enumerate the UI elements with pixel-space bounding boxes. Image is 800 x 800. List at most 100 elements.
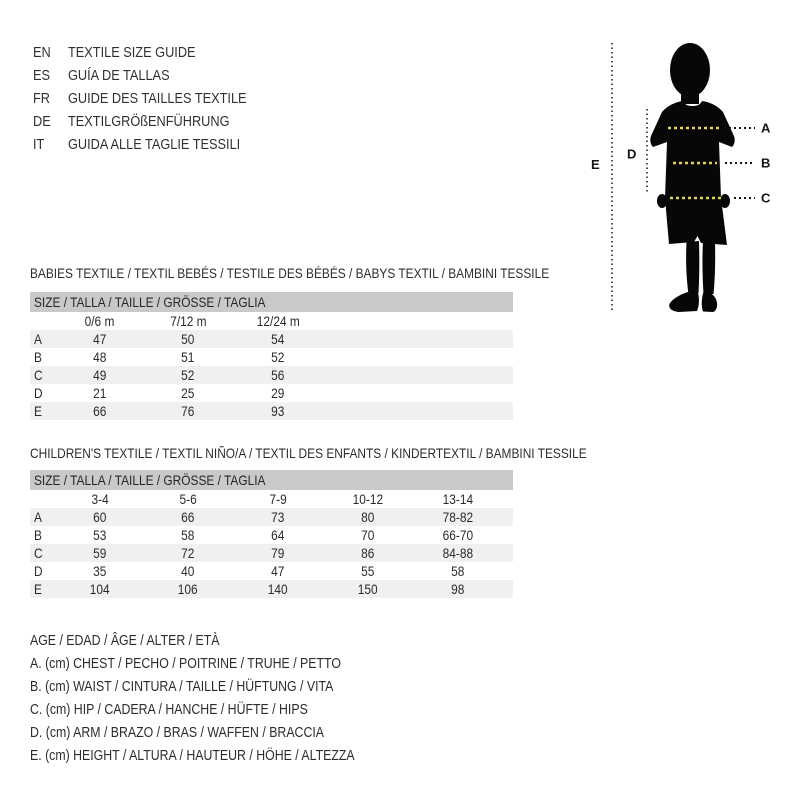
row-label-text: A [34, 509, 42, 525]
row-label-cell: B [30, 349, 56, 365]
table-cell-value: 40 [181, 563, 195, 579]
table-row: B 53 58 64 70 66-70 [30, 526, 513, 544]
table-cell: 52 [144, 367, 232, 383]
table-cell: 72 [144, 545, 232, 561]
table-cell-value: 52 [271, 349, 285, 365]
legend-line-text: D. (cm) ARM / BRAZO / BRAS / WAFFEN / BR… [30, 724, 325, 741]
children-section-heading: CHILDREN'S TEXTILE / TEXTIL NIÑO/A / TEX… [30, 445, 685, 461]
table-cell-value: 70 [361, 527, 375, 543]
language-code-text: DE [33, 113, 51, 130]
row-label-text: B [34, 349, 42, 365]
column-header-cell: 5-6 [144, 491, 232, 507]
legend-line: B. (cm) WAIST / CINTURA / TAILLE / HÜFTU… [30, 675, 412, 698]
column-header-cell: 0/6 m [56, 313, 144, 329]
language-code: EN [33, 44, 68, 61]
legend-line: E. (cm) HEIGHT / ALTURA / HAUTEUR / HÖHE… [30, 744, 412, 767]
table-cell: 106 [144, 581, 232, 597]
silhouette-right-hand [720, 194, 730, 208]
table-cell-value: 78-82 [442, 509, 474, 525]
language-guide-title-text: GUIDA ALLE TAGLIE TESSILI [68, 136, 241, 153]
language-row: FR GUIDE DES TAILLES TEXTILE [33, 87, 278, 110]
table-cell-value: 58 [451, 563, 465, 579]
language-code: DE [33, 113, 68, 130]
column-header-cell: 7/12 m [144, 313, 232, 329]
language-row: IT GUIDA ALLE TAGLIE TESSILI [33, 133, 278, 156]
language-row: ES GUÍA DE TALLAS [33, 64, 278, 87]
row-label-text: B [34, 527, 42, 543]
silhouette-left-hand [657, 194, 667, 208]
table-cell: 104 [56, 581, 144, 597]
table-cell-value: 76 [181, 403, 195, 419]
language-guide-title: GUIDE DES TAILLES TEXTILE [68, 90, 278, 107]
table-row: C 59 72 79 86 84-88 [30, 544, 513, 562]
column-header-text: 0/6 m [85, 313, 115, 329]
size-header-text: SIZE / TALLA / TAILLE / GRÖSSE / TAGLIA [34, 472, 266, 488]
column-header-text: 5-6 [179, 491, 197, 507]
table-cell-value: 86 [361, 545, 375, 561]
table-cell: 58 [412, 563, 504, 579]
table-cell: 54 [232, 331, 324, 347]
row-label-cell: B [30, 527, 56, 543]
table-cell-value: 59 [93, 545, 107, 561]
row-label-cell: E [30, 581, 56, 597]
waist-label: B [761, 156, 770, 171]
table-cell-value: 54 [271, 331, 285, 347]
table-row: A 60 66 73 80 78-82 [30, 508, 513, 526]
table-cell: 29 [232, 385, 324, 401]
language-guide-title-text: TEXTILE SIZE GUIDE [68, 44, 196, 61]
table-cell-value: 56 [271, 367, 285, 383]
table-row: D 35 40 47 55 58 [30, 562, 513, 580]
table-cell-value: 55 [361, 563, 375, 579]
row-label-cell: D [30, 563, 56, 579]
table-cell: 66-70 [412, 527, 504, 543]
silhouette-left-shoe [669, 291, 699, 312]
table-cell-value: 51 [181, 349, 195, 365]
legend-line-text: B. (cm) WAIST / CINTURA / TAILLE / HÜFTU… [30, 678, 334, 695]
column-header-text: 10-12 [352, 491, 384, 507]
table-cell-value: 64 [271, 527, 285, 543]
table-cell-value: 60 [93, 509, 107, 525]
size-header-bar: SIZE / TALLA / TAILLE / GRÖSSE / TAGLIA [30, 470, 513, 490]
table-cell: 78-82 [412, 509, 504, 525]
language-guide-title: GUÍA DE TALLAS [68, 67, 188, 84]
table-cell-value: 49 [93, 367, 107, 383]
table-cell: 66 [144, 509, 232, 525]
table-cell-value: 53 [93, 527, 107, 543]
height-label: E [591, 157, 600, 172]
column-header-cell: 12/24 m [232, 313, 324, 329]
chest-label: A [761, 121, 771, 136]
babies-section-heading: BABIES TEXTILE / TEXTIL BEBÉS / TESTILE … [30, 265, 641, 281]
table-cell-value: 66-70 [442, 527, 474, 543]
row-label-cell: A [30, 331, 56, 347]
row-label-cell: E [30, 403, 56, 419]
table-cell-value: 72 [181, 545, 195, 561]
row-label-cell: C [30, 545, 56, 561]
language-guide-title-text: TEXTILGRÖßENFÜHRUNG [68, 113, 230, 130]
table-cell-value: 93 [271, 403, 285, 419]
table-cell: 150 [324, 581, 412, 597]
legend-line-text: AGE / EDAD / ÂGE / ALTER / ETÀ [30, 632, 220, 649]
table-cell: 86 [324, 545, 412, 561]
table-cell-value: 150 [358, 581, 378, 597]
language-code-text: FR [33, 90, 50, 107]
language-guide-title-text: GUÍA DE TALLAS [68, 67, 170, 84]
table-cell: 55 [324, 563, 412, 579]
table-cell: 50 [144, 331, 232, 347]
table-cell-value: 66 [181, 509, 195, 525]
table-cell: 51 [144, 349, 232, 365]
silhouette-head [670, 43, 710, 97]
language-guide-title: TEXTILGRÖßENFÜHRUNG [68, 113, 258, 130]
legend-line-text: C. (cm) HIP / CADERA / HANCHE / HÜFTE / … [30, 701, 308, 718]
column-header-text: 7/12 m [169, 313, 207, 329]
table-cell: 60 [56, 509, 144, 525]
table-cell: 40 [144, 563, 232, 579]
table-row: E 104 106 140 150 98 [30, 580, 513, 598]
legend-line: D. (cm) ARM / BRAZO / BRAS / WAFFEN / BR… [30, 721, 412, 744]
table-cell: 52 [232, 349, 324, 365]
language-code-text: EN [33, 44, 51, 61]
table-cell: 79 [232, 545, 324, 561]
table-cell: 80 [324, 509, 412, 525]
table-cell-value: 66 [93, 403, 107, 419]
table-cell: 35 [56, 563, 144, 579]
table-cell: 64 [232, 527, 324, 543]
